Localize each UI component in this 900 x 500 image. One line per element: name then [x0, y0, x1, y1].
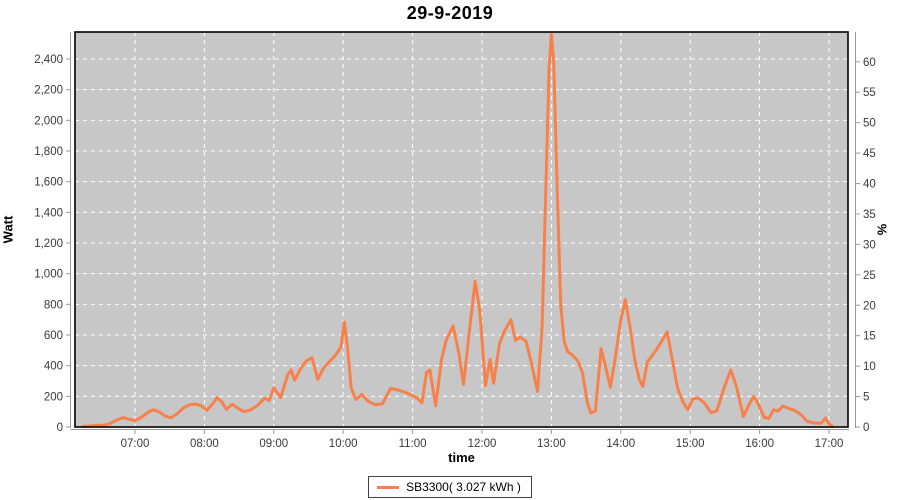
y-left-tick-label: 200: [44, 391, 63, 403]
y-right-tick-label: 35: [863, 209, 876, 221]
x-tick-label: 07:00: [121, 438, 150, 450]
y-left-tick-label: 1,000: [34, 269, 63, 281]
x-tick-label: 17:00: [815, 438, 844, 450]
y-right-tick-label: 40: [863, 179, 876, 191]
sb3300-series-line: [81, 33, 834, 428]
y-left-tick-label: 400: [44, 361, 63, 373]
y-right-tick-label: 15: [863, 331, 876, 343]
y-right-tick-label: 0: [863, 422, 869, 434]
y-left-tick-label: 2,200: [34, 85, 63, 97]
y-left-tick-label: 2,000: [34, 115, 63, 127]
y-left-tick-label: 1,600: [34, 177, 63, 189]
legend-box: SB3300( 3.027 kWh ): [368, 476, 532, 498]
percent-axis-label: %: [874, 223, 890, 236]
series-line-swatch-icon: [377, 485, 400, 489]
y-right-tick-label: 5: [863, 392, 869, 404]
y-right-tick-label: 45: [863, 148, 876, 160]
x-tick-label: 12:00: [468, 438, 497, 450]
legend: SB3300( 3.027 kWh ): [0, 476, 900, 498]
x-tick-label: 16:00: [745, 438, 774, 450]
x-tick-label: 15:00: [676, 438, 705, 450]
y-left-tick-label: 1,400: [34, 207, 63, 219]
watt-axis-label: Watt: [0, 215, 16, 244]
y-left-tick-label: 1,200: [34, 238, 63, 250]
y-right-tick-label: 50: [863, 118, 876, 130]
y-left-tick-label: 800: [44, 299, 63, 311]
y-right-tick-label: 25: [863, 270, 876, 282]
x-tick-label: 08:00: [190, 438, 219, 450]
y-right-tick-label: 60: [863, 57, 876, 69]
y-right-tick-label: 30: [863, 239, 876, 251]
y-left-tick-label: 1,800: [34, 146, 63, 158]
chart-title: 29-9-2019: [406, 3, 494, 23]
x-tick-label: 09:00: [259, 438, 288, 450]
x-tick-label: 11:00: [399, 438, 427, 450]
y-left-tick-label: 600: [44, 330, 63, 342]
y-left-tick-label: 0: [57, 422, 63, 434]
x-tick-label: 13:00: [537, 438, 566, 450]
x-tick-label: 10:00: [329, 438, 358, 450]
x-tick-label: 14:00: [606, 438, 635, 450]
legend-label: SB3300( 3.027 kWh ): [406, 480, 521, 494]
plot-border: [74, 31, 849, 428]
y-left-tick-label: 2,400: [34, 54, 63, 66]
time-axis-label: time: [448, 450, 475, 465]
y-right-tick-label: 55: [863, 87, 876, 99]
y-right-tick-label: 20: [863, 300, 876, 312]
y-right-tick-label: 10: [863, 361, 876, 373]
